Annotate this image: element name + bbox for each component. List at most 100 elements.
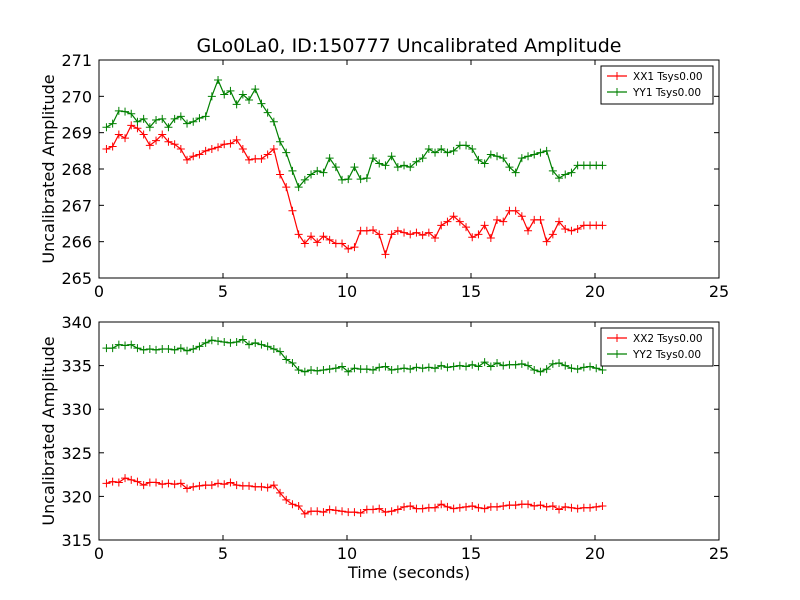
data-point	[232, 338, 241, 347]
y-tick-label: 268	[61, 160, 92, 179]
data-point	[536, 501, 545, 510]
data-point	[406, 230, 415, 239]
data-point	[455, 217, 464, 226]
data-point	[561, 361, 570, 370]
data-point	[257, 99, 266, 108]
data-point	[511, 168, 520, 177]
data-point	[207, 92, 216, 101]
data-point	[542, 146, 551, 155]
legend-label: YY2 Tsys0.00	[632, 349, 701, 361]
data-point	[499, 154, 508, 163]
data-point	[207, 481, 216, 490]
data-point	[158, 130, 167, 139]
data-point	[486, 150, 495, 159]
data-point	[114, 106, 123, 115]
x-axis-label: Time (seconds)	[347, 563, 470, 582]
data-point	[108, 344, 117, 353]
data-point	[127, 109, 136, 118]
data-point	[189, 482, 198, 491]
data-point	[319, 508, 328, 517]
data-point	[431, 234, 440, 243]
data-point	[424, 228, 433, 237]
data-point	[369, 505, 378, 514]
data-point	[517, 359, 526, 368]
data-point	[406, 163, 415, 172]
data-point	[561, 502, 570, 511]
data-point	[195, 481, 204, 490]
data-point	[245, 481, 254, 490]
data-point	[499, 217, 508, 226]
data-point	[437, 221, 446, 230]
data-point	[189, 345, 198, 354]
data-point	[511, 206, 520, 215]
data-point	[176, 145, 185, 154]
data-point	[393, 505, 402, 514]
data-point	[232, 481, 241, 490]
data-point	[474, 230, 483, 239]
data-point	[170, 140, 179, 149]
data-point	[400, 502, 409, 511]
data-point	[555, 217, 564, 226]
data-point	[548, 230, 557, 239]
data-point	[474, 503, 483, 512]
data-point	[276, 488, 285, 497]
data-point	[214, 337, 223, 346]
data-point	[443, 148, 452, 157]
data-point	[207, 336, 216, 345]
legend-label: YY1 Tsys0.00	[632, 87, 701, 99]
data-point	[567, 226, 576, 235]
data-point	[263, 483, 272, 492]
data-point	[592, 364, 601, 373]
data-point	[462, 362, 471, 371]
data-point	[183, 484, 192, 493]
data-point	[586, 503, 595, 512]
data-point	[152, 136, 161, 145]
data-point	[505, 163, 514, 172]
data-point	[567, 364, 576, 373]
data-point	[350, 508, 359, 517]
data-point	[400, 161, 409, 170]
data-point	[548, 166, 557, 175]
y-tick-label: 325	[61, 444, 92, 463]
data-point	[232, 135, 241, 144]
data-point	[449, 362, 458, 371]
data-point	[381, 362, 390, 371]
data-point	[152, 478, 161, 487]
y-tick-label: 335	[61, 357, 92, 376]
data-point	[313, 507, 322, 516]
data-point	[598, 221, 607, 230]
data-point	[455, 361, 464, 370]
data-point	[344, 244, 353, 253]
data-point	[381, 508, 390, 517]
data-point	[381, 161, 390, 170]
y-tick-label: 269	[61, 124, 92, 143]
y-tick-label: 271	[61, 51, 92, 70]
data-point	[139, 114, 148, 123]
data-point	[152, 345, 161, 354]
y-tick-label: 265	[61, 269, 92, 288]
data-point	[164, 345, 173, 354]
data-point	[220, 480, 229, 489]
data-point	[313, 238, 322, 247]
data-point	[567, 168, 576, 177]
data-point	[282, 183, 291, 192]
y-tick-label: 320	[61, 487, 92, 506]
data-point	[486, 234, 495, 243]
data-point	[282, 148, 291, 157]
data-point	[269, 481, 278, 490]
data-point	[462, 141, 471, 150]
data-point	[449, 212, 458, 221]
data-point	[325, 235, 334, 244]
data-point	[245, 155, 254, 164]
data-point	[530, 365, 539, 374]
data-point	[164, 137, 173, 146]
data-point	[226, 478, 235, 487]
data-point	[524, 226, 533, 235]
data-point	[573, 224, 582, 233]
legend-2: XX2 Tsys0.00 YY2 Tsys0.00	[600, 327, 714, 367]
data-point	[245, 340, 254, 349]
x-tick-label: 0	[94, 544, 104, 563]
data-point	[369, 365, 378, 374]
data-point	[282, 355, 291, 364]
data-point	[418, 364, 427, 373]
